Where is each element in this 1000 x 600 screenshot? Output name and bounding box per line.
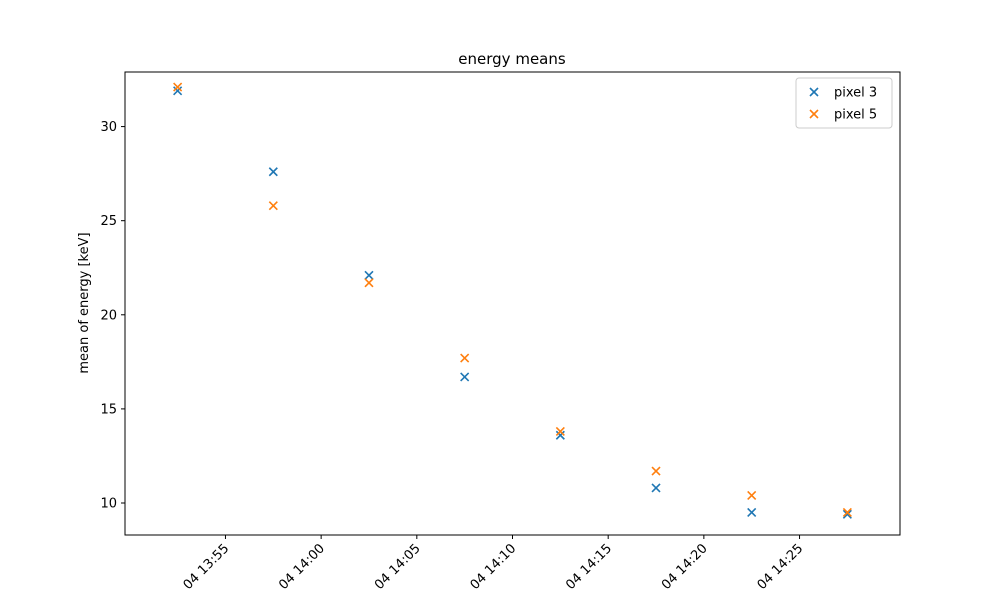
data-point [460,372,470,382]
legend-label: pixel 3 [834,86,877,101]
data-point-stroke [555,426,565,437]
x-tick-label: 04 13:55 [181,541,233,593]
data-point-stroke [364,270,374,280]
series-2 [173,82,852,517]
data-point [173,86,183,96]
legend-marker [809,87,819,97]
data-point [364,270,374,280]
data-point-stroke [460,372,470,382]
data-point [364,278,374,288]
chart-title: energy means [458,50,566,68]
data-point-stroke [747,507,757,517]
data-point-stroke [747,490,757,501]
data-point-stroke [651,466,661,476]
x-tick-label: 04 14:25 [755,541,807,593]
x-tick-label: 04 14:15 [563,541,615,593]
legend-box [795,77,893,129]
x-tick-label: 04 14:20 [659,541,711,593]
data-point [555,426,565,437]
x-tick-label: 04 14:00 [276,541,328,593]
y-axis-label: mean of energy [keV] [77,232,92,373]
data-point [555,430,565,440]
data-point-stroke [842,509,852,519]
data-point-stroke [460,353,470,363]
x-tick-label: 04 14:10 [468,541,520,593]
y-tick-label: 10 [100,497,117,512]
plot-area: 04 13:55 04 14:00 04 14:05 04 14:10 04 14:15… [100,71,901,593]
data-point-stroke [651,483,661,493]
data-point [173,82,183,92]
data-point-stroke [268,201,278,211]
y-tick-label: 15 [100,402,117,417]
legend-marker-stroke [809,87,819,97]
y-tick-label: 25 [100,214,117,229]
data-point [268,167,278,177]
data-point-stroke [173,82,183,92]
legend-marker [809,109,819,119]
data-point [651,466,661,476]
data-point [842,507,852,517]
plot-frame [124,71,901,536]
legend-label: pixel 5 [834,108,877,123]
y-tick-label: 30 [100,120,117,135]
legend-marker-stroke [809,109,819,119]
data-point [842,509,852,519]
data-point-stroke [173,86,183,96]
data-point-stroke [842,507,852,517]
data-point-stroke [364,278,374,288]
data-point [460,353,470,363]
data-point [651,483,661,493]
x-tick-label: 04 14:05 [372,541,424,593]
data-point [747,507,757,517]
data-point-stroke [268,167,278,177]
series-1 [173,86,852,519]
data-point-stroke [555,430,565,440]
legend: pixel 3 pixel 5 [795,77,893,129]
y-tick-label: 20 [100,308,117,323]
data-point [747,490,757,501]
data-point [268,201,278,211]
